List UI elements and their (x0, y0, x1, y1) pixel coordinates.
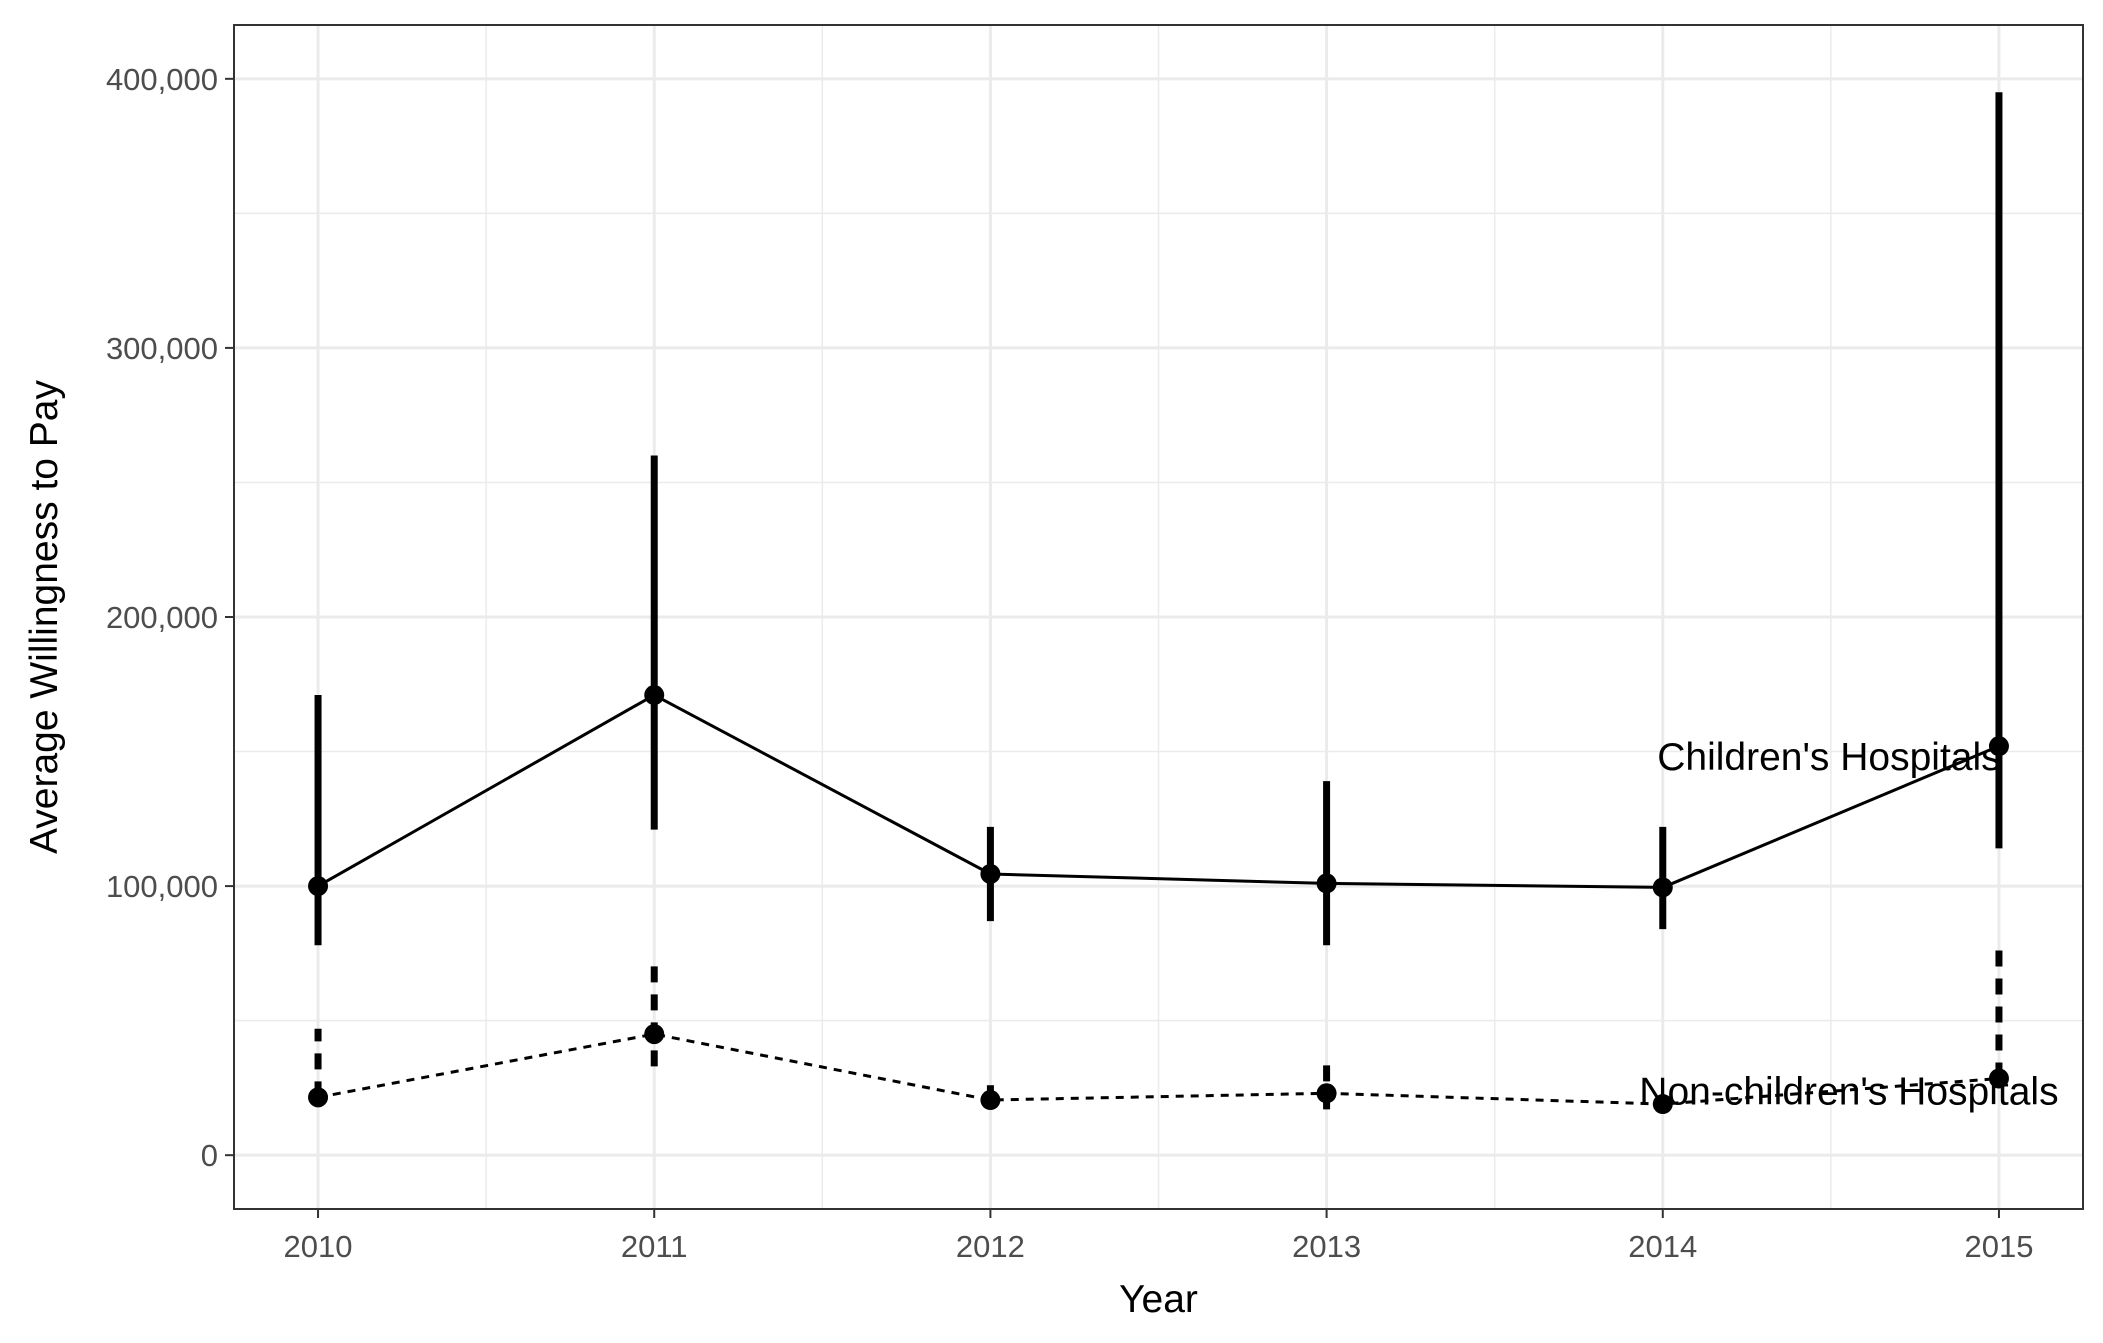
major-gridlines (234, 25, 2083, 1209)
series-0 (308, 92, 2009, 946)
data-point (308, 876, 329, 897)
data-point (1316, 873, 1337, 894)
series-labels: Children's Hospitals Non-children's Hosp… (1639, 736, 2058, 1113)
series-label-childrens-hospitals: Children's Hospitals (1657, 736, 2000, 779)
data-point (308, 1087, 329, 1108)
data-point (644, 685, 665, 706)
y-axis: 0 100,000 200,000 300,000 400,000 (106, 62, 234, 1173)
x-tick-label: 2010 (284, 1229, 353, 1264)
x-tick-label: 2014 (1628, 1229, 1697, 1264)
data-point (980, 863, 1001, 884)
series-label-non-childrens-hospitals: Non-children's Hospitals (1639, 1070, 2058, 1113)
series-layer (308, 92, 2009, 1115)
series-1 (308, 939, 2009, 1115)
y-tick-label: 400,000 (106, 62, 218, 97)
x-tick-label: 2012 (956, 1229, 1025, 1264)
x-axis: 2010 2011 2012 2013 2014 2015 (284, 1209, 2033, 1264)
x-tick-label: 2015 (1964, 1229, 2033, 1264)
data-point (980, 1090, 1001, 1111)
series-line (317, 1032, 2000, 1106)
x-tick-label: 2013 (1292, 1229, 1361, 1264)
x-tick-label: 2011 (621, 1229, 688, 1264)
y-tick-label: 300,000 (106, 331, 218, 366)
data-point (644, 1024, 665, 1045)
data-point (1988, 736, 2009, 757)
y-axis-title: Average Willingness to Pay (23, 379, 66, 854)
data-point (1316, 1083, 1337, 1104)
series-line (317, 693, 2000, 889)
y-tick-label: 0 (201, 1138, 218, 1173)
y-tick-label: 200,000 (106, 600, 218, 635)
data-point (1988, 1068, 2009, 1089)
y-tick-label: 100,000 (106, 869, 218, 904)
data-point (1652, 877, 1673, 898)
x-axis-title: Year (1119, 1278, 1198, 1321)
data-point (1652, 1094, 1673, 1115)
